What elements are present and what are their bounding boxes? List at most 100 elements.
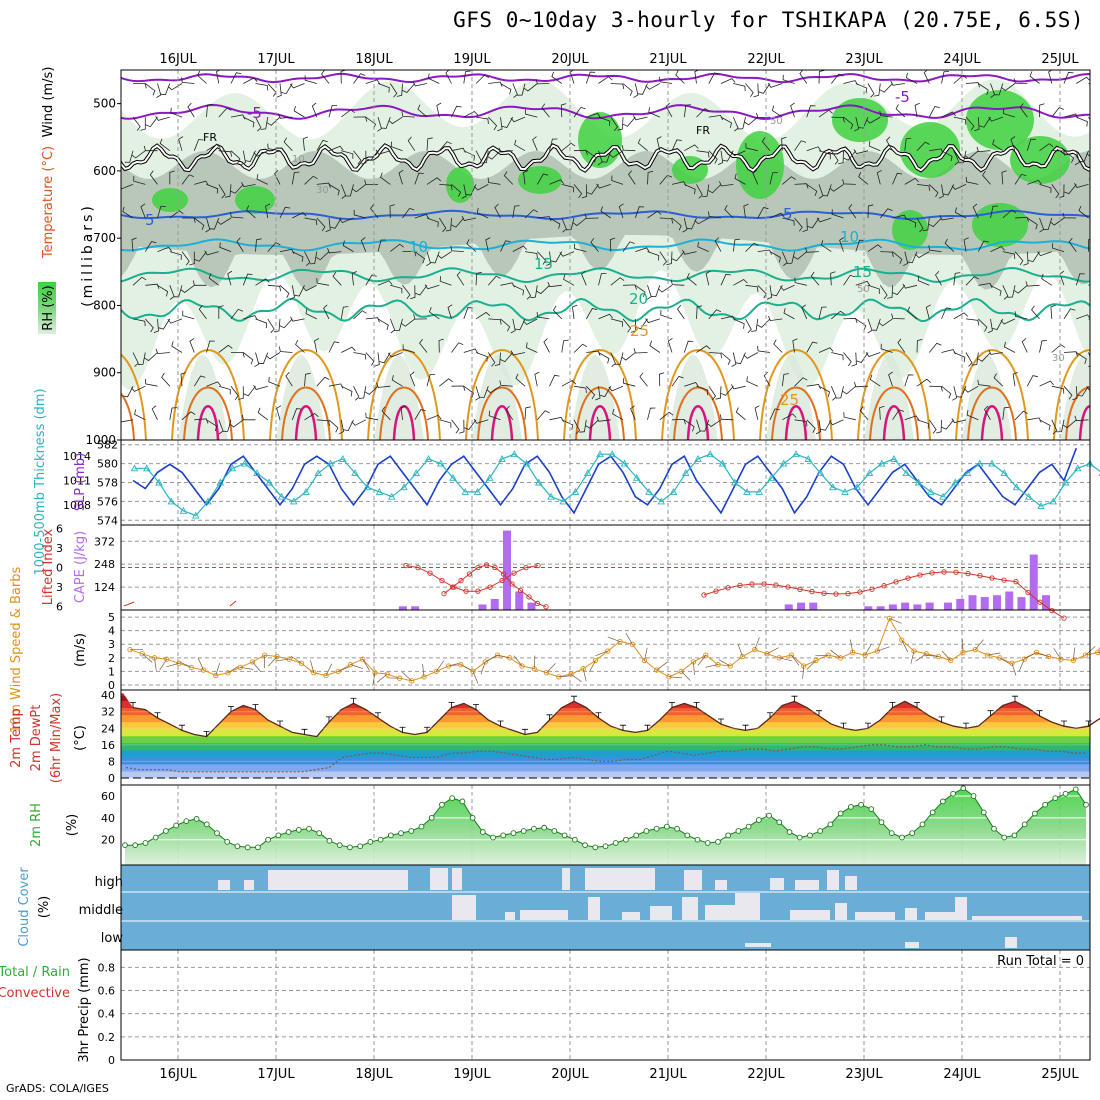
barb-25-870 bbox=[438, 338, 444, 353]
barb-7-820 bbox=[218, 305, 224, 319]
barb-1-470 bbox=[145, 83, 156, 96]
date-bottom-24JUL: 24JUL bbox=[943, 1067, 981, 1082]
wind10-barb-5 bbox=[179, 661, 192, 668]
thickness-point-16 bbox=[326, 459, 335, 467]
barb-65-620 bbox=[929, 184, 939, 198]
temp-whisker-2 bbox=[154, 712, 161, 718]
barb-32-770 bbox=[524, 285, 532, 300]
barb-45-520 bbox=[683, 104, 691, 118]
barb-70-870 bbox=[977, 352, 991, 362]
barb-59-870 bbox=[851, 352, 857, 367]
rh2m-point-52 bbox=[653, 825, 660, 832]
barb-38-770 bbox=[598, 273, 607, 286]
barb-32-870 bbox=[510, 350, 526, 356]
wind10-point-65 bbox=[923, 651, 929, 657]
barb-69-620 bbox=[965, 176, 979, 185]
li-point-2-27 bbox=[1025, 589, 1031, 596]
rh2m-point-89 bbox=[1032, 810, 1038, 817]
cloud-gap-10 bbox=[795, 880, 819, 890]
barb-29-720 bbox=[485, 237, 491, 252]
barb-64-470 bbox=[905, 72, 918, 84]
barb-48-520 bbox=[720, 116, 732, 128]
barb-53-520 bbox=[771, 105, 783, 118]
barb-45-770 bbox=[670, 279, 685, 286]
wind10-point-42 bbox=[641, 657, 648, 664]
thickness-point-11 bbox=[265, 478, 274, 486]
barb-47-520 bbox=[708, 114, 723, 121]
barb-6-920 bbox=[206, 381, 222, 387]
barb-42-920 bbox=[639, 372, 648, 387]
barb-66-920 bbox=[941, 385, 952, 399]
barb-4-770 bbox=[173, 285, 183, 298]
barb-69-570 bbox=[964, 150, 979, 160]
barb-56-470 bbox=[818, 70, 825, 84]
barb-50-620 bbox=[734, 173, 746, 185]
rh2m-point-85 bbox=[991, 825, 997, 832]
barb-44-670 bbox=[671, 217, 682, 231]
barb-48-970 bbox=[706, 419, 722, 427]
barb-18-470 bbox=[353, 73, 366, 84]
wind10-point-25 bbox=[433, 668, 439, 675]
barb-5-720 bbox=[189, 251, 195, 266]
thickness-point-54 bbox=[792, 450, 800, 458]
barb-48-670 bbox=[708, 211, 722, 219]
barb-66-970 bbox=[936, 419, 942, 434]
barb-16-570 bbox=[328, 145, 344, 152]
barb-69-470 bbox=[978, 83, 989, 95]
barb-22-670 bbox=[402, 207, 415, 219]
temp-whisker-34 bbox=[546, 714, 553, 720]
barb-53-770 bbox=[771, 285, 783, 297]
barb-6-970 bbox=[206, 419, 218, 432]
barb-39-520 bbox=[610, 116, 619, 132]
barb-36-970 bbox=[573, 419, 581, 435]
barb-34-820 bbox=[536, 312, 550, 320]
barb-34-620 bbox=[549, 179, 565, 185]
li-point-2-5 bbox=[761, 581, 767, 587]
ptick-600: 600 bbox=[93, 164, 116, 178]
barb-41-620 bbox=[627, 170, 636, 185]
barb-60-470 bbox=[867, 83, 875, 98]
barb-8-570 bbox=[230, 150, 241, 164]
date-bottom-17JUL: 17JUL bbox=[257, 1067, 295, 1082]
rh2m-point-58 bbox=[715, 839, 721, 845]
barb-16-770 bbox=[316, 278, 330, 286]
barb-46-870 bbox=[696, 345, 711, 353]
cloud-gap-6 bbox=[585, 868, 655, 890]
barb-19-870 bbox=[365, 352, 375, 366]
barb-1-620 bbox=[133, 176, 146, 185]
rh-blob-2 bbox=[446, 167, 474, 203]
barb-8-970 bbox=[222, 419, 232, 432]
barb-37-670 bbox=[572, 217, 587, 227]
cape-bar-23JUL-3 bbox=[901, 602, 910, 610]
barb-53-870 bbox=[773, 339, 783, 353]
barb-23-720 bbox=[414, 251, 425, 264]
barb-4-970 bbox=[181, 411, 196, 421]
barb-50-470 bbox=[745, 83, 754, 98]
barb-7-770 bbox=[208, 273, 220, 286]
barb-14-520 bbox=[293, 105, 305, 118]
wind10-barb-21 bbox=[376, 673, 388, 683]
isotherm-30-1 bbox=[183, 386, 233, 440]
wind10-point-61 bbox=[874, 648, 880, 654]
label-rh2m: 2m RH bbox=[29, 803, 44, 847]
barb-37-620 bbox=[581, 184, 588, 199]
wind10-barb-48 bbox=[705, 664, 719, 668]
barb-42-520 bbox=[633, 115, 648, 121]
rh-blob-9 bbox=[966, 90, 1034, 150]
barb-56-920 bbox=[818, 385, 830, 397]
thickness-point-22 bbox=[400, 483, 408, 491]
thickness-point-73 bbox=[1024, 492, 1033, 500]
barb-10-770 bbox=[255, 278, 270, 286]
barb-39-770 bbox=[610, 277, 625, 286]
isotherm-minus10 bbox=[121, 72, 1090, 84]
thickness-point-14 bbox=[302, 488, 310, 495]
barb-3-920 bbox=[161, 372, 171, 387]
li-seg-0 bbox=[123, 601, 135, 607]
barb-74-920 bbox=[1039, 380, 1054, 387]
barb-23-920 bbox=[409, 371, 416, 387]
barb-35-970 bbox=[561, 419, 574, 430]
ptick-500: 500 bbox=[93, 97, 116, 111]
barb-55-620 bbox=[806, 184, 818, 196]
li-point-2-13 bbox=[857, 589, 863, 595]
